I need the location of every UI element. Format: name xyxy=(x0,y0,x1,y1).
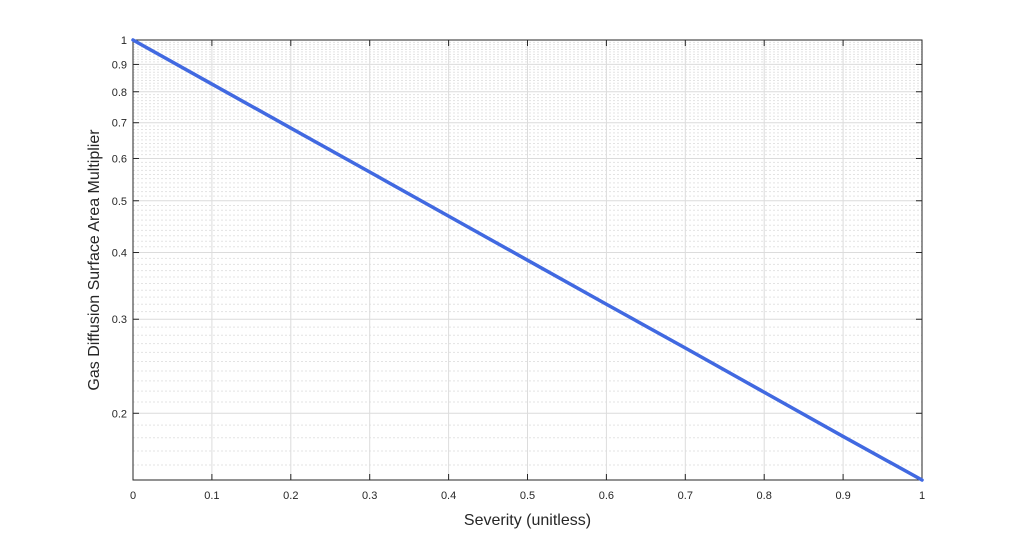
x-tick-label: 0.8 xyxy=(757,490,772,502)
minor-grid xyxy=(133,41,922,481)
y-tick-label: 0.5 xyxy=(112,196,127,208)
series-line xyxy=(131,38,924,482)
x-tick-label: 0.2 xyxy=(283,490,298,502)
y-tick-label: 0.6 xyxy=(112,153,127,165)
x-tick-label: 0.7 xyxy=(678,490,693,502)
x-tick-label: 0.9 xyxy=(835,490,850,502)
x-tick-label: 1 xyxy=(919,490,925,502)
y-tick-label: 0.3 xyxy=(112,314,127,326)
y-tick-label: 0.8 xyxy=(112,87,127,99)
y-tick-label: 0.7 xyxy=(112,118,127,130)
y-tick-label: 0.9 xyxy=(112,59,127,71)
x-tick-label: 0.1 xyxy=(204,490,219,502)
x-tick-label: 0.4 xyxy=(441,490,456,502)
y-tick-label: 0.2 xyxy=(112,408,127,420)
x-axis-title: Severity (unitless) xyxy=(464,512,591,529)
x-tick-labels: 0 0.1 0.2 0.3 0.4 0.5 0.6 0.7 0.8 0.9 1 xyxy=(130,490,925,502)
x-tick-label: 0.6 xyxy=(599,490,614,502)
y-axis-title: Gas Diffusion Surface Area Multiplier xyxy=(86,129,103,391)
y-tick-label: 1 xyxy=(121,35,127,47)
y-tick-labels: 0.2 0.3 0.4 0.5 0.6 0.7 0.8 0.9 1 xyxy=(112,35,127,420)
x-tick-label: 0.3 xyxy=(362,490,377,502)
x-tick-label: 0 xyxy=(130,490,136,502)
series-layer xyxy=(131,38,924,482)
x-tick-label: 0.5 xyxy=(520,490,535,502)
y-tick-label: 0.4 xyxy=(112,248,127,260)
